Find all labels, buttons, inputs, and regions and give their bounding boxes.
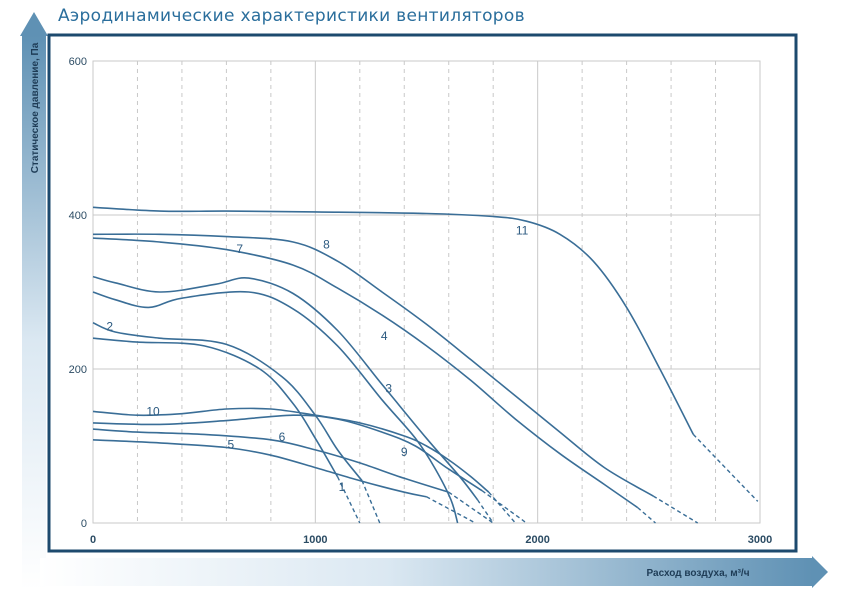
curve-labels: 1 2 3 4 5 6 7 8 9 10 11 <box>106 223 528 493</box>
curve-8 <box>92 233 654 497</box>
curve-label-11: 11 <box>516 223 529 237</box>
curve-label-8: 8 <box>323 237 330 251</box>
grid <box>92 60 761 524</box>
curve-label-9: 9 <box>401 445 408 459</box>
curve-label-1: 1 <box>339 480 346 494</box>
curve-2 <box>92 322 363 482</box>
y-tick-label: 200 <box>69 364 87 376</box>
curve-label-7: 7 <box>236 242 243 256</box>
curve-4-dashed-extension <box>477 499 494 524</box>
x-tick-label: 1000 <box>303 534 327 546</box>
chart-frame <box>47 33 798 553</box>
x-axis-label: Расход воздуха, м³/ч <box>646 568 749 579</box>
curve-10-dashed-extension <box>488 491 516 524</box>
curve-5-dashed-extension <box>426 496 476 524</box>
chart-title: Аэродинамические характеристики вентилят… <box>58 6 525 26</box>
y-axis-arrow <box>20 12 48 590</box>
curve-label-3: 3 <box>385 381 392 395</box>
curve-11 <box>92 206 695 435</box>
curve-label-6: 6 <box>279 430 286 444</box>
x-tick-label: 2000 <box>525 534 549 546</box>
y-tick-label: 600 <box>69 56 87 68</box>
curve-9-dashed-extension <box>481 490 527 524</box>
curve-7 <box>92 237 639 509</box>
curve-2-dashed-extension <box>361 480 381 524</box>
x-tick-label: 3000 <box>748 534 772 546</box>
y-ticks: 0 200 400 600 <box>69 56 87 530</box>
curve-5 <box>92 439 427 498</box>
y-tick-label: 0 <box>81 518 87 530</box>
curve-label-5: 5 <box>228 437 235 451</box>
curve-3 <box>92 290 459 524</box>
x-ticks: 0 1000 2000 3000 <box>90 534 772 546</box>
y-axis-label: Статическое давление, Па <box>30 42 41 173</box>
curve-8-dashed-extension <box>652 495 699 524</box>
curve-7-dashed-extension <box>637 507 656 524</box>
curve-10 <box>92 407 490 493</box>
curves <box>92 206 759 524</box>
curve-label-2: 2 <box>106 320 113 334</box>
y-tick-label: 400 <box>69 210 87 222</box>
curve-6-dashed-extension <box>448 491 494 524</box>
curve-6 <box>92 428 449 493</box>
curve-1 <box>92 337 339 478</box>
curve-label-4: 4 <box>381 329 388 343</box>
x-axis-arrow <box>40 556 828 588</box>
curve-4 <box>92 275 479 501</box>
curve-1-dashed-extension <box>336 476 361 524</box>
x-tick-label: 0 <box>90 534 96 546</box>
curve-label-10: 10 <box>146 404 160 418</box>
curve-11-dashed-extension <box>692 433 759 502</box>
